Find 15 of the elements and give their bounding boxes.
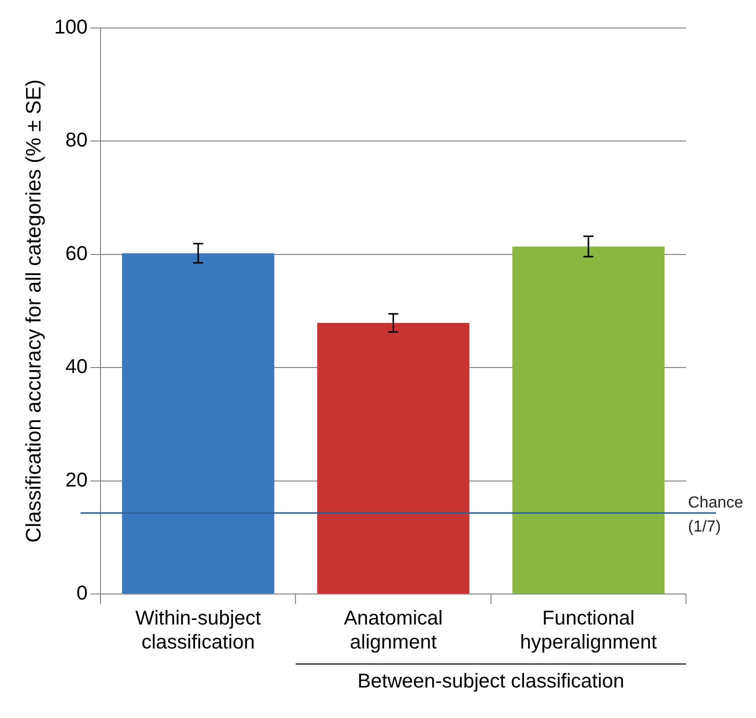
y-tick-label: 100 bbox=[54, 16, 88, 39]
y-axis-title: Classification accuracy for all categories (% ± SE) bbox=[22, 79, 46, 543]
y-tick-label: 80 bbox=[65, 130, 88, 152]
bar bbox=[512, 246, 665, 594]
y-tick-label: 40 bbox=[65, 356, 88, 378]
x-tick-label: Anatomical alignment bbox=[344, 608, 443, 654]
y-tick-label: 60 bbox=[65, 242, 88, 265]
x-tick-label: Functional hyperalignment bbox=[520, 608, 658, 654]
ref-line-label: Chance (1/7) bbox=[688, 494, 744, 536]
y-tick-label: 0 bbox=[76, 582, 88, 605]
bar bbox=[317, 322, 470, 594]
y-tick-label: 20 bbox=[65, 469, 88, 492]
text: Between-subject classification bbox=[357, 670, 624, 693]
x-tick-label: Within-subject classification bbox=[135, 608, 262, 654]
bar bbox=[122, 253, 274, 594]
